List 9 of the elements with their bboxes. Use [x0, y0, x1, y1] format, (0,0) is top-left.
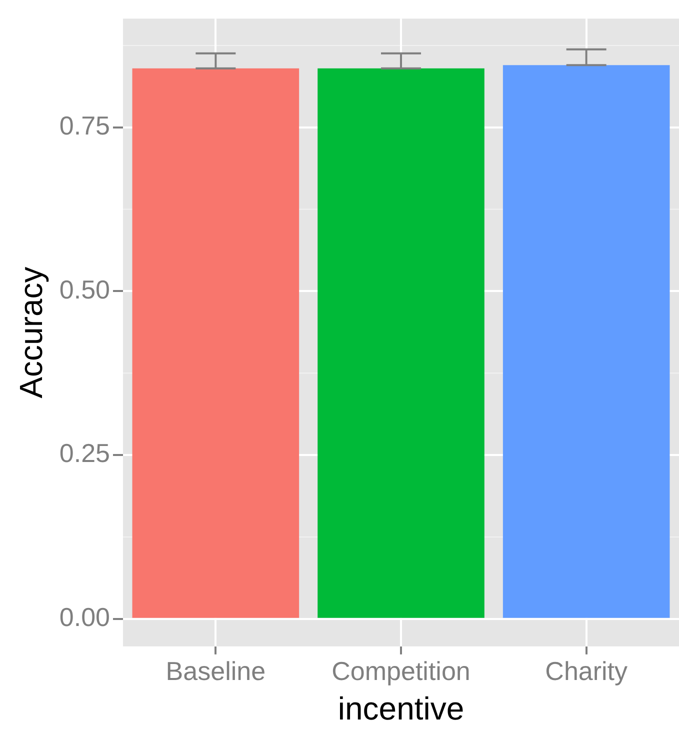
x-tick-label: Baseline	[166, 656, 266, 686]
y-tick-label: 0.25	[59, 438, 110, 468]
y-tick-label: 0.00	[59, 602, 110, 632]
x-tick-label: Competition	[332, 656, 470, 686]
x-tick-label: Charity	[545, 656, 628, 686]
y-tick-label: 0.75	[59, 110, 110, 141]
y-axis-title: Accuracy	[13, 266, 50, 398]
x-axis-title: incentive	[338, 690, 464, 727]
y-tick-label: 0.50	[59, 274, 110, 304]
